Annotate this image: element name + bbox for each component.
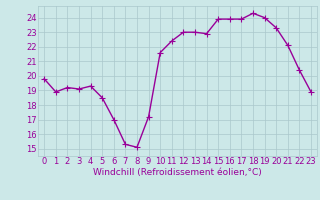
- X-axis label: Windchill (Refroidissement éolien,°C): Windchill (Refroidissement éolien,°C): [93, 168, 262, 177]
